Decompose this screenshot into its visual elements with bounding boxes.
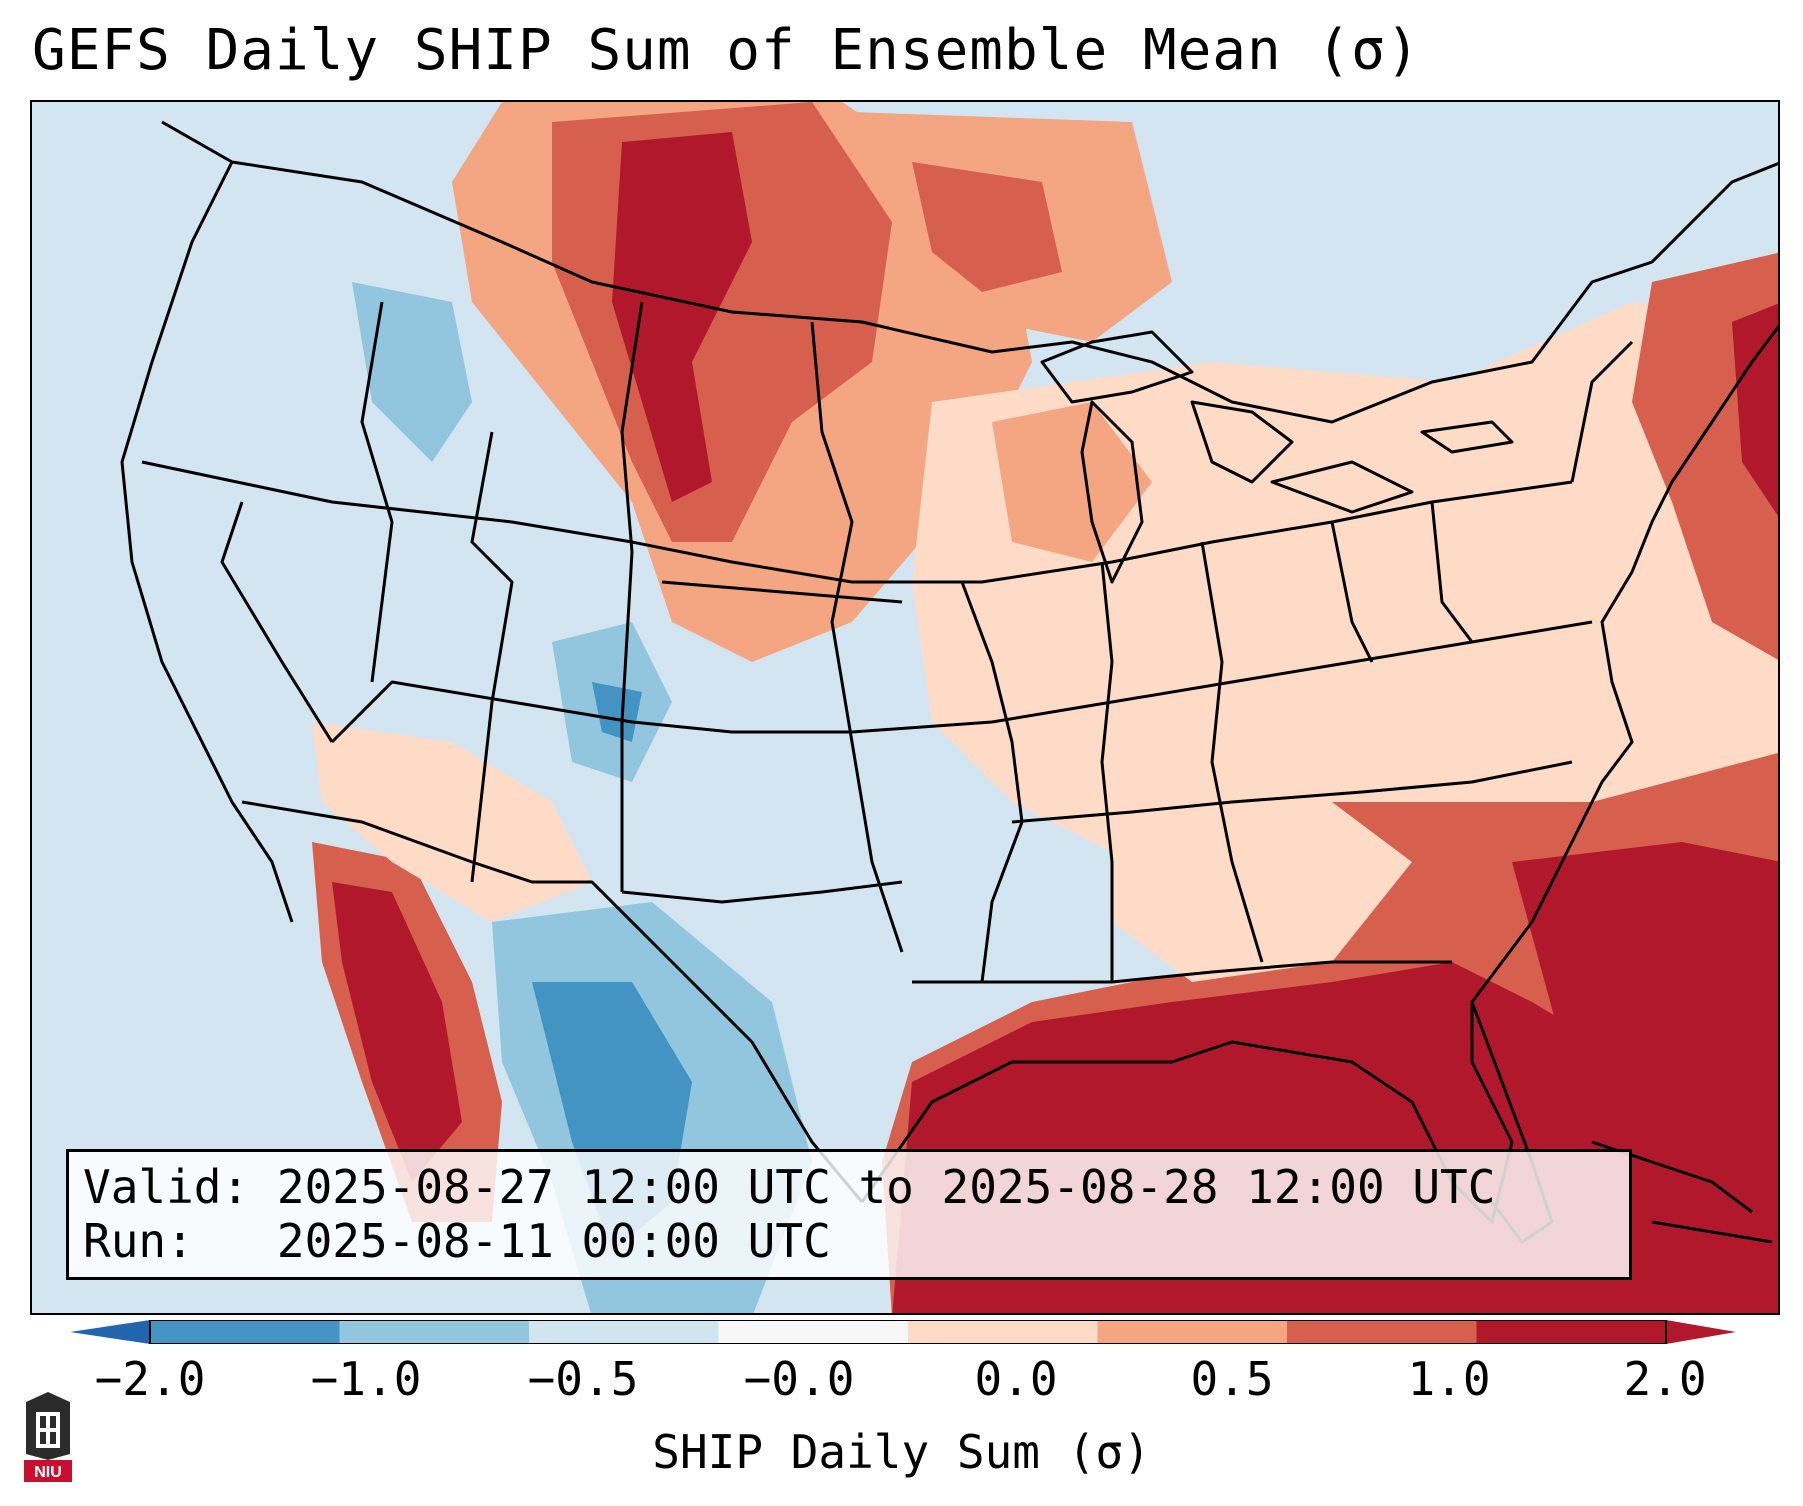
figure-title: GEFS Daily SHIP Sum of Ensemble Mean (σ): [32, 18, 1421, 83]
map-canvas: [120, 102, 1778, 1313]
anomaly-field: [312, 102, 1778, 1313]
colorbar-segments: [150, 1320, 1667, 1344]
university-seal-icon: NIU: [24, 1392, 72, 1482]
colorbar-ticks: −2.0 −1.0 −0.5 −0.0 0.0 0.5 1.0 2.0: [0, 1352, 1803, 1412]
run-value: 2025-08-11 00:00 UTC: [276, 1214, 831, 1268]
colorbar-tick-label: −0.5: [527, 1352, 639, 1406]
colorbar: [70, 1320, 1736, 1344]
colorbar-segment: [1287, 1320, 1477, 1344]
valid-value: 2025-08-27 12:00 UTC to 2025-08-28 12:00…: [276, 1160, 1496, 1214]
colorbar-tick-label: −0.0: [743, 1352, 855, 1406]
colorbar-tick-label: 2.0: [1623, 1352, 1707, 1406]
colorbar-under-arrow: [70, 1320, 150, 1344]
colorbar-label: SHIP Daily Sum (σ): [652, 1425, 1151, 1479]
colorbar-segment: [1097, 1320, 1288, 1344]
run-row: Run: 2025-08-11 00:00 UTC: [83, 1214, 1615, 1268]
colorbar-tick-label: 0.5: [1190, 1352, 1274, 1406]
state-boundaries: [120, 120, 1778, 1244]
map-panel[interactable]: [30, 100, 1780, 1315]
colorbar-tick-label: 1.0: [1407, 1352, 1491, 1406]
run-label: Run:: [83, 1214, 194, 1268]
valid-label: Valid:: [83, 1160, 250, 1214]
colorbar-segment: [1476, 1320, 1667, 1344]
colorbar-segment: [529, 1320, 719, 1344]
colorbar-segment: [150, 1320, 340, 1344]
colorbar-over-arrow: [1666, 1320, 1736, 1344]
logo-text: NIU: [34, 1464, 62, 1481]
colorbar-tick-label: −2.0: [94, 1352, 206, 1406]
colorbar-frame: [149, 1320, 1667, 1344]
colorbar-tick-label: −1.0: [310, 1352, 422, 1406]
validity-info-box: Valid: 2025-08-27 12:00 UTC to 2025-08-2…: [66, 1149, 1632, 1280]
colorbar-tick-label: 0.0: [974, 1352, 1058, 1406]
valid-row: Valid: 2025-08-27 12:00 UTC to 2025-08-2…: [83, 1160, 1615, 1214]
colorbar-segment: [718, 1320, 909, 1344]
colorbar-segment: [908, 1320, 1098, 1344]
colorbar-segment: [339, 1320, 530, 1344]
